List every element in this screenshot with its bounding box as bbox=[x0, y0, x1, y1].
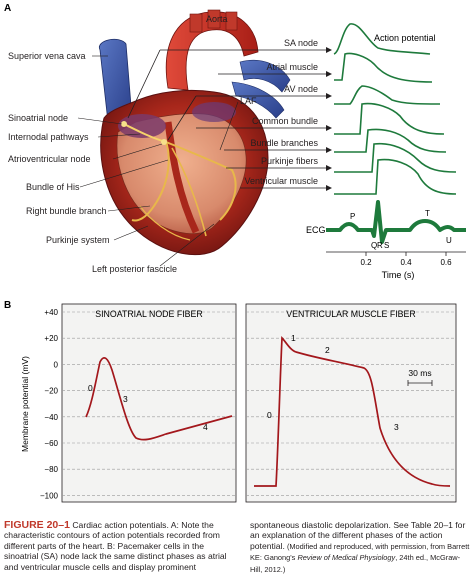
vm-phase-0: 0 bbox=[267, 410, 272, 420]
gridlines bbox=[62, 311, 456, 496]
ecg-wave-u: U bbox=[446, 236, 452, 245]
trace-common-bundle bbox=[334, 102, 445, 135]
ecg-wave-p: P bbox=[350, 212, 355, 221]
trace-sa-node bbox=[333, 23, 431, 55]
ecg-tick-label-2: 0.4 bbox=[400, 258, 412, 267]
y-tick-label: −60 bbox=[44, 439, 58, 448]
label-sinoatrial-node: Sinoatrial node bbox=[8, 113, 68, 123]
sa-phase-3: 3 bbox=[123, 394, 128, 404]
trace-labels: SA node Atrial muscle AV node Common bun… bbox=[244, 38, 318, 186]
credit-post: , 24th ed., McGraw-Hill, 2012.) bbox=[250, 553, 461, 574]
ventricular-muscle-title: VENTRICULAR MUSCLE FIBER bbox=[286, 309, 416, 319]
label-laf: LAF bbox=[240, 96, 257, 106]
panel-a-letter: A bbox=[4, 3, 11, 14]
trace-bundle-branches bbox=[334, 128, 447, 153]
action-potential-title: Action potential bbox=[374, 33, 436, 43]
y-tick-label: −100 bbox=[40, 491, 59, 500]
y-tick-label: −20 bbox=[44, 387, 58, 396]
ecg-wave-r: R bbox=[377, 241, 383, 250]
y-tick-label: +40 bbox=[44, 308, 58, 317]
trace-label-purkinje-fibers: Purkinje fibers bbox=[261, 156, 319, 166]
ecg-wave-t: T bbox=[425, 209, 430, 218]
y-tick-label: 0 bbox=[54, 360, 59, 369]
ecg-wave-s: S bbox=[384, 241, 389, 250]
panel-a: A Aorta Superior vena cava Sinoatria bbox=[4, 3, 466, 280]
trace-label-common-bundle: Common bundle bbox=[252, 116, 318, 126]
credit-pre: (Modified and reproduced, with permissio… bbox=[250, 541, 470, 563]
y-tick-labels: +40 +20 0 −20 −40 −60 −80 −100 bbox=[40, 308, 59, 500]
y-tick-label: −40 bbox=[44, 413, 58, 422]
trace-atrial-muscle bbox=[334, 52, 433, 83]
panel-b: B +40 +20 0 −20 −40 −60 −80 −100 Membrane poten… bbox=[0, 300, 474, 512]
y-axis-label: Membrane potential (mV) bbox=[20, 356, 30, 452]
caption-text-1: Cardiac action potentials. A: Note the c… bbox=[4, 520, 227, 572]
sa-node-trace bbox=[85, 357, 233, 441]
label-purkinje-system: Purkinje system bbox=[46, 235, 110, 245]
vm-phase-2: 2 bbox=[325, 345, 330, 355]
trace-label-sa-node: SA node bbox=[284, 38, 318, 48]
trace-ventricular-muscle bbox=[334, 158, 457, 195]
caption-text-2: spontaneous diastolic depolarization. Se… bbox=[250, 520, 466, 551]
sa-phase-0: 0 bbox=[88, 383, 93, 393]
scale-bar bbox=[407, 380, 433, 386]
vm-phase-3: 3 bbox=[394, 422, 399, 432]
y-tick-label: −80 bbox=[44, 465, 58, 474]
label-left-posterior-fascicle: Left posterior fascicle bbox=[92, 264, 177, 274]
ecg-wave-q: Q bbox=[371, 241, 377, 250]
label-bundle-of-his: Bundle of His bbox=[26, 182, 80, 192]
ventricular-muscle-trace bbox=[254, 336, 451, 487]
arrow-heads bbox=[326, 47, 332, 191]
vm-phase-1: 1 bbox=[291, 333, 296, 343]
action-potential-traces bbox=[333, 23, 457, 195]
ecg-time-ticks bbox=[365, 252, 447, 256]
ecg-label: ECG bbox=[306, 225, 326, 235]
label-right-bundle-branch: Right bundle branch bbox=[26, 206, 107, 216]
trace-label-ventricular-muscle: Ventricular muscle bbox=[244, 176, 318, 186]
ecg-trace bbox=[326, 200, 466, 244]
label-atrioventricular-node: Atrioventricular node bbox=[8, 154, 91, 164]
ecg-tick-label-3: 0.6 bbox=[440, 258, 452, 267]
caption-column-1: FIGURE 20–1 Cardiac action potentials. A… bbox=[4, 520, 240, 572]
ecg-axis-label: Time (s) bbox=[382, 270, 415, 280]
label-internodal-pathways: Internodal pathways bbox=[8, 132, 89, 142]
vm-phase-labels: 0 1 2 3 bbox=[267, 333, 399, 432]
figure-label: FIGURE 20–1 bbox=[4, 519, 70, 531]
leader-lines bbox=[77, 55, 239, 267]
sa-phase-labels: 0 3 4 bbox=[88, 383, 208, 432]
trace-purkinje-fibers bbox=[334, 142, 457, 173]
label-aorta: Aorta bbox=[206, 14, 228, 24]
credit-title: Review of Medical Physiology bbox=[297, 553, 396, 563]
trace-label-av-node: AV node bbox=[284, 84, 318, 94]
trace-label-atrial-muscle: Atrial muscle bbox=[266, 62, 318, 72]
ecg-wave-labels: P Q R S T U bbox=[350, 209, 452, 250]
panel-b-letter: B bbox=[4, 300, 11, 311]
sa-plot-area bbox=[61, 303, 237, 503]
trace-arrows bbox=[127, 49, 326, 189]
sa-node-title: SINOATRIAL NODE FIBER bbox=[95, 309, 203, 319]
heart-illustration bbox=[99, 9, 291, 256]
trace-av-node bbox=[334, 85, 441, 105]
label-superior-vena-cava: Superior vena cava bbox=[8, 51, 86, 61]
ecg-tick-label-1: 0.2 bbox=[360, 258, 372, 267]
trace-label-bundle-branches: Bundle branches bbox=[250, 138, 318, 148]
sa-phase-4: 4 bbox=[203, 422, 208, 432]
scale-bar-label: 30 ms bbox=[408, 368, 431, 378]
y-tick-label: +20 bbox=[44, 334, 58, 343]
caption-column-2: spontaneous diastolic depolarization. Se… bbox=[250, 520, 472, 575]
